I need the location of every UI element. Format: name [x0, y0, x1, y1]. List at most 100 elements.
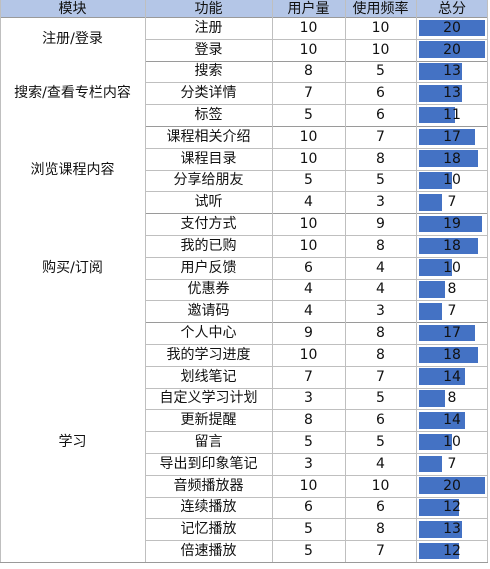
total-data-bar: [419, 499, 459, 516]
frequency-cell: 4: [376, 281, 385, 298]
users-cell: 6: [304, 259, 313, 276]
header-function: 功能: [145, 0, 272, 17]
row-gridline: [145, 169, 488, 171]
total-data-bar: [419, 106, 456, 124]
row-gridline: [145, 191, 488, 193]
frequency-cell: 8: [376, 325, 385, 342]
function-cell: 支付方式: [180, 216, 237, 233]
total-data-bar: [419, 302, 443, 320]
total-data-bar: [419, 433, 452, 451]
function-cell: 搜索: [194, 63, 223, 80]
row-gridline: [145, 474, 488, 476]
total-cell: 10: [443, 172, 461, 189]
function-cell: 注册: [194, 19, 223, 36]
row-gridline: [145, 453, 488, 454]
function-cell: 分享给朋友: [173, 172, 244, 189]
frequency-cell: 5: [376, 390, 385, 407]
users-cell: 10: [299, 150, 318, 167]
frequency-cell: 5: [376, 63, 385, 80]
total-data-bar: [419, 63, 462, 80]
frequency-cell: 10: [371, 19, 390, 36]
function-cell: 导出到印象笔记: [159, 455, 258, 472]
function-cell: 留言: [194, 434, 223, 451]
function-cell: 连续播放: [180, 499, 237, 516]
row-gridline: [145, 344, 488, 345]
total-cell: 20: [443, 41, 461, 58]
users-cell: 10: [299, 346, 318, 363]
column-gridline: [145, 0, 146, 562]
total-cell: 7: [447, 194, 457, 211]
total-cell: 19: [443, 216, 461, 233]
function-cell: 记忆播放: [180, 521, 237, 538]
header-divider: [0, 17, 488, 18]
users-cell: 7: [304, 85, 313, 102]
module-cell: 搜索/查看专栏内容: [0, 60, 145, 126]
total-cell: 13: [443, 85, 461, 102]
row-gridline: [145, 387, 488, 389]
total-cell: 18: [443, 346, 461, 363]
module-cell: 浏览课程内容: [0, 126, 145, 214]
total-data-bar: [419, 172, 452, 189]
total-data-bar: [419, 477, 485, 495]
total-cell: 14: [443, 368, 461, 385]
users-cell: 5: [304, 172, 313, 189]
frequency-cell: 5: [376, 434, 385, 451]
row-gridline: [145, 147, 488, 149]
users-cell: 5: [304, 543, 313, 560]
total-cell: 14: [443, 412, 461, 429]
total-data-bar: [419, 128, 476, 146]
function-cell: 课程相关介绍: [166, 128, 251, 145]
frequency-cell: 3: [376, 194, 385, 211]
module-divider: [0, 213, 488, 215]
function-cell: 登录: [194, 41, 223, 58]
column-gridline: [416, 0, 417, 562]
module-divider: [0, 562, 488, 563]
function-cell: 倍速播放: [180, 543, 237, 560]
total-cell: 17: [443, 128, 461, 145]
frequency-cell: 10: [371, 477, 390, 494]
module-divider: [0, 126, 488, 127]
total-cell: 12: [443, 499, 461, 516]
function-cell: 个人中心: [180, 325, 237, 342]
row-gridline: [145, 365, 488, 367]
total-cell: 13: [443, 521, 461, 538]
total-data-bar: [419, 368, 466, 386]
total-cell: 7: [447, 455, 457, 472]
total-data-bar: [419, 542, 459, 560]
function-cell: 更新提醒: [180, 412, 237, 429]
frequency-cell: 7: [376, 543, 385, 560]
users-cell: 10: [299, 41, 318, 58]
function-cell: 邀请码: [187, 303, 230, 320]
users-cell: 4: [304, 194, 313, 211]
row-gridline: [145, 518, 488, 520]
users-cell: 10: [299, 128, 318, 145]
row-gridline: [145, 496, 488, 498]
users-cell: 10: [299, 477, 318, 494]
users-cell: 9: [304, 325, 313, 342]
function-cell: 我的学习进度: [166, 346, 251, 363]
module-divider: [0, 60, 488, 62]
frequency-cell: 4: [376, 259, 385, 276]
total-data-bar: [419, 84, 462, 102]
users-cell: 3: [304, 390, 313, 407]
total-data-bar: [419, 41, 485, 59]
column-gridline: [272, 0, 273, 562]
frequency-cell: 8: [376, 150, 385, 167]
total-data-bar: [419, 19, 485, 37]
frequency-cell: 8: [376, 237, 385, 254]
frequency-cell: 3: [376, 303, 385, 320]
function-cell: 用户反馈: [180, 259, 237, 276]
total-data-bar: [419, 281, 446, 298]
total-cell: 8: [447, 281, 457, 298]
frequency-cell: 4: [376, 455, 385, 472]
total-cell: 20: [443, 19, 461, 36]
users-cell: 8: [304, 63, 313, 80]
module-cell: 学习: [0, 322, 145, 562]
total-data-bar: [419, 259, 452, 277]
frequency-cell: 6: [376, 499, 385, 516]
row-gridline: [145, 409, 488, 411]
total-data-bar: [419, 390, 446, 407]
total-data-bar: [419, 324, 476, 342]
function-cell: 课程目录: [180, 150, 237, 167]
